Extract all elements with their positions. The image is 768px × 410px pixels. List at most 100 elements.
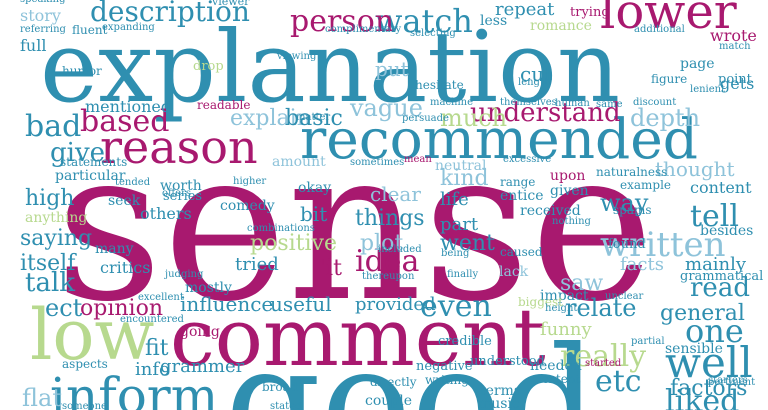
word-length: length — [518, 77, 551, 89]
word-partial: partial — [631, 336, 665, 348]
word-thereupon: thereupon — [362, 271, 415, 283]
word-depth: depth — [630, 104, 701, 133]
word-low: low — [30, 294, 155, 377]
word-well: well — [665, 338, 753, 388]
word-encountered: encountered — [120, 314, 184, 326]
word-written: written — [600, 225, 726, 266]
word-useful: useful — [270, 292, 332, 317]
word-funny: funny — [540, 318, 592, 340]
word-example: example — [620, 177, 672, 192]
word-person: person — [290, 3, 395, 39]
word-humor: humor — [62, 63, 102, 78]
word-vague: vague — [350, 94, 423, 123]
word-unclear: unclear — [605, 291, 644, 303]
word-romance: romance — [530, 18, 592, 35]
word-received: received — [520, 203, 581, 220]
word-offers: offers — [162, 188, 191, 200]
word-included: included — [378, 244, 422, 256]
word-seek: seek — [108, 193, 141, 210]
word-even: even — [420, 288, 492, 324]
word-part: part — [440, 213, 479, 235]
word-ect: ect — [45, 294, 83, 323]
word-started: started — [585, 358, 622, 370]
word-particular: particular — [55, 168, 126, 185]
word-machine: machine — [430, 97, 474, 109]
word-besides: besides — [700, 223, 754, 240]
word-inform: inform — [50, 367, 219, 410]
word-way: way — [600, 189, 649, 218]
word-human: human — [555, 98, 590, 110]
word-put: put — [375, 57, 409, 82]
word-content: content — [690, 177, 752, 197]
word-bit: bit — [300, 202, 328, 227]
word-plot: plot — [360, 230, 404, 256]
word-basic: basic — [285, 105, 343, 131]
word-combinations: combinations — [247, 223, 315, 235]
word-discount: discount — [633, 97, 677, 109]
word-story: story — [20, 5, 61, 25]
word-judging: judging — [165, 269, 204, 281]
word-description: description — [90, 0, 250, 29]
word-one: one — [685, 312, 744, 351]
word-series: series — [163, 188, 203, 204]
word-explanation: explanation — [40, 10, 621, 125]
word-same: same — [596, 99, 623, 111]
word-amount: amount — [272, 154, 326, 171]
word-worth: worth — [160, 178, 202, 195]
word-full: full — [20, 35, 47, 55]
word-point: point — [718, 71, 752, 87]
word-complimentary: complimentary — [325, 24, 402, 36]
word-referring: referring — [20, 24, 66, 36]
word-someone: someone — [62, 401, 107, 410]
word-needed: needed — [530, 358, 582, 375]
word-went: went — [440, 230, 495, 256]
word-general: general — [660, 300, 745, 326]
word-entice: entice — [500, 188, 544, 205]
word-page: page — [680, 56, 715, 73]
word-music: music — [478, 396, 520, 410]
word-relate: relate — [565, 294, 637, 323]
word-okay: okay — [298, 180, 332, 197]
word-good: good — [225, 316, 598, 410]
word-facts: facts — [620, 253, 664, 275]
word-grammer: grammer — [160, 355, 245, 377]
word-directly: directly — [370, 374, 417, 389]
word-opinion: opinion — [80, 295, 163, 321]
word-trying: trying — [570, 4, 610, 20]
word-give: give — [50, 137, 106, 168]
word-influence: influence — [180, 292, 274, 317]
word-sensible: sensible — [665, 341, 723, 358]
word-understand: understand — [470, 97, 621, 128]
word-others: others — [140, 203, 192, 223]
word-things: things — [355, 205, 425, 231]
word-given: given — [550, 183, 589, 200]
word-clear: clear — [370, 182, 421, 207]
word-explain: explain — [230, 105, 311, 131]
word-additional: additional — [634, 24, 685, 36]
word-talk: talk — [25, 267, 76, 298]
word-anything: anything — [25, 210, 88, 227]
word-speaking: speaking — [20, 0, 66, 5]
word-tell: tell — [690, 198, 739, 234]
word-positive: positive — [250, 230, 337, 256]
word-idea: idea — [355, 243, 420, 279]
word-less: less — [480, 13, 508, 30]
word-mostly: mostly — [185, 280, 232, 297]
word-themselves: themselves — [500, 97, 557, 109]
word-figure: figure — [651, 71, 688, 86]
word-high: high — [25, 185, 75, 211]
word-watch: watch — [375, 2, 473, 41]
word-hesitate: hesitate — [415, 77, 464, 92]
word-life: life — [440, 188, 469, 210]
word-lower: lower — [600, 0, 737, 40]
word-starters: starters — [708, 375, 748, 387]
word-really: really — [560, 338, 647, 374]
word-mentioned: mentioned — [85, 96, 172, 116]
word-critics: critics — [100, 257, 151, 277]
word-many: many — [95, 241, 134, 258]
word-finally: finally — [447, 269, 479, 281]
word-being: being — [441, 248, 470, 260]
word-stated: stated — [270, 401, 302, 410]
word-etc: etc — [595, 363, 642, 399]
